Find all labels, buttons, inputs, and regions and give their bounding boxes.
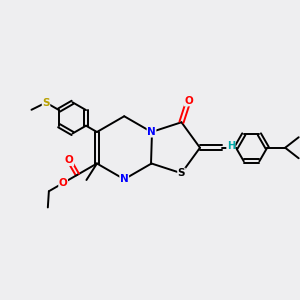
Text: O: O xyxy=(65,155,74,166)
Text: S: S xyxy=(178,168,185,178)
Text: N: N xyxy=(147,127,156,137)
Text: O: O xyxy=(59,178,68,188)
Text: H: H xyxy=(227,141,235,151)
Text: N: N xyxy=(120,174,129,184)
Text: S: S xyxy=(42,98,50,108)
Text: O: O xyxy=(184,96,193,106)
